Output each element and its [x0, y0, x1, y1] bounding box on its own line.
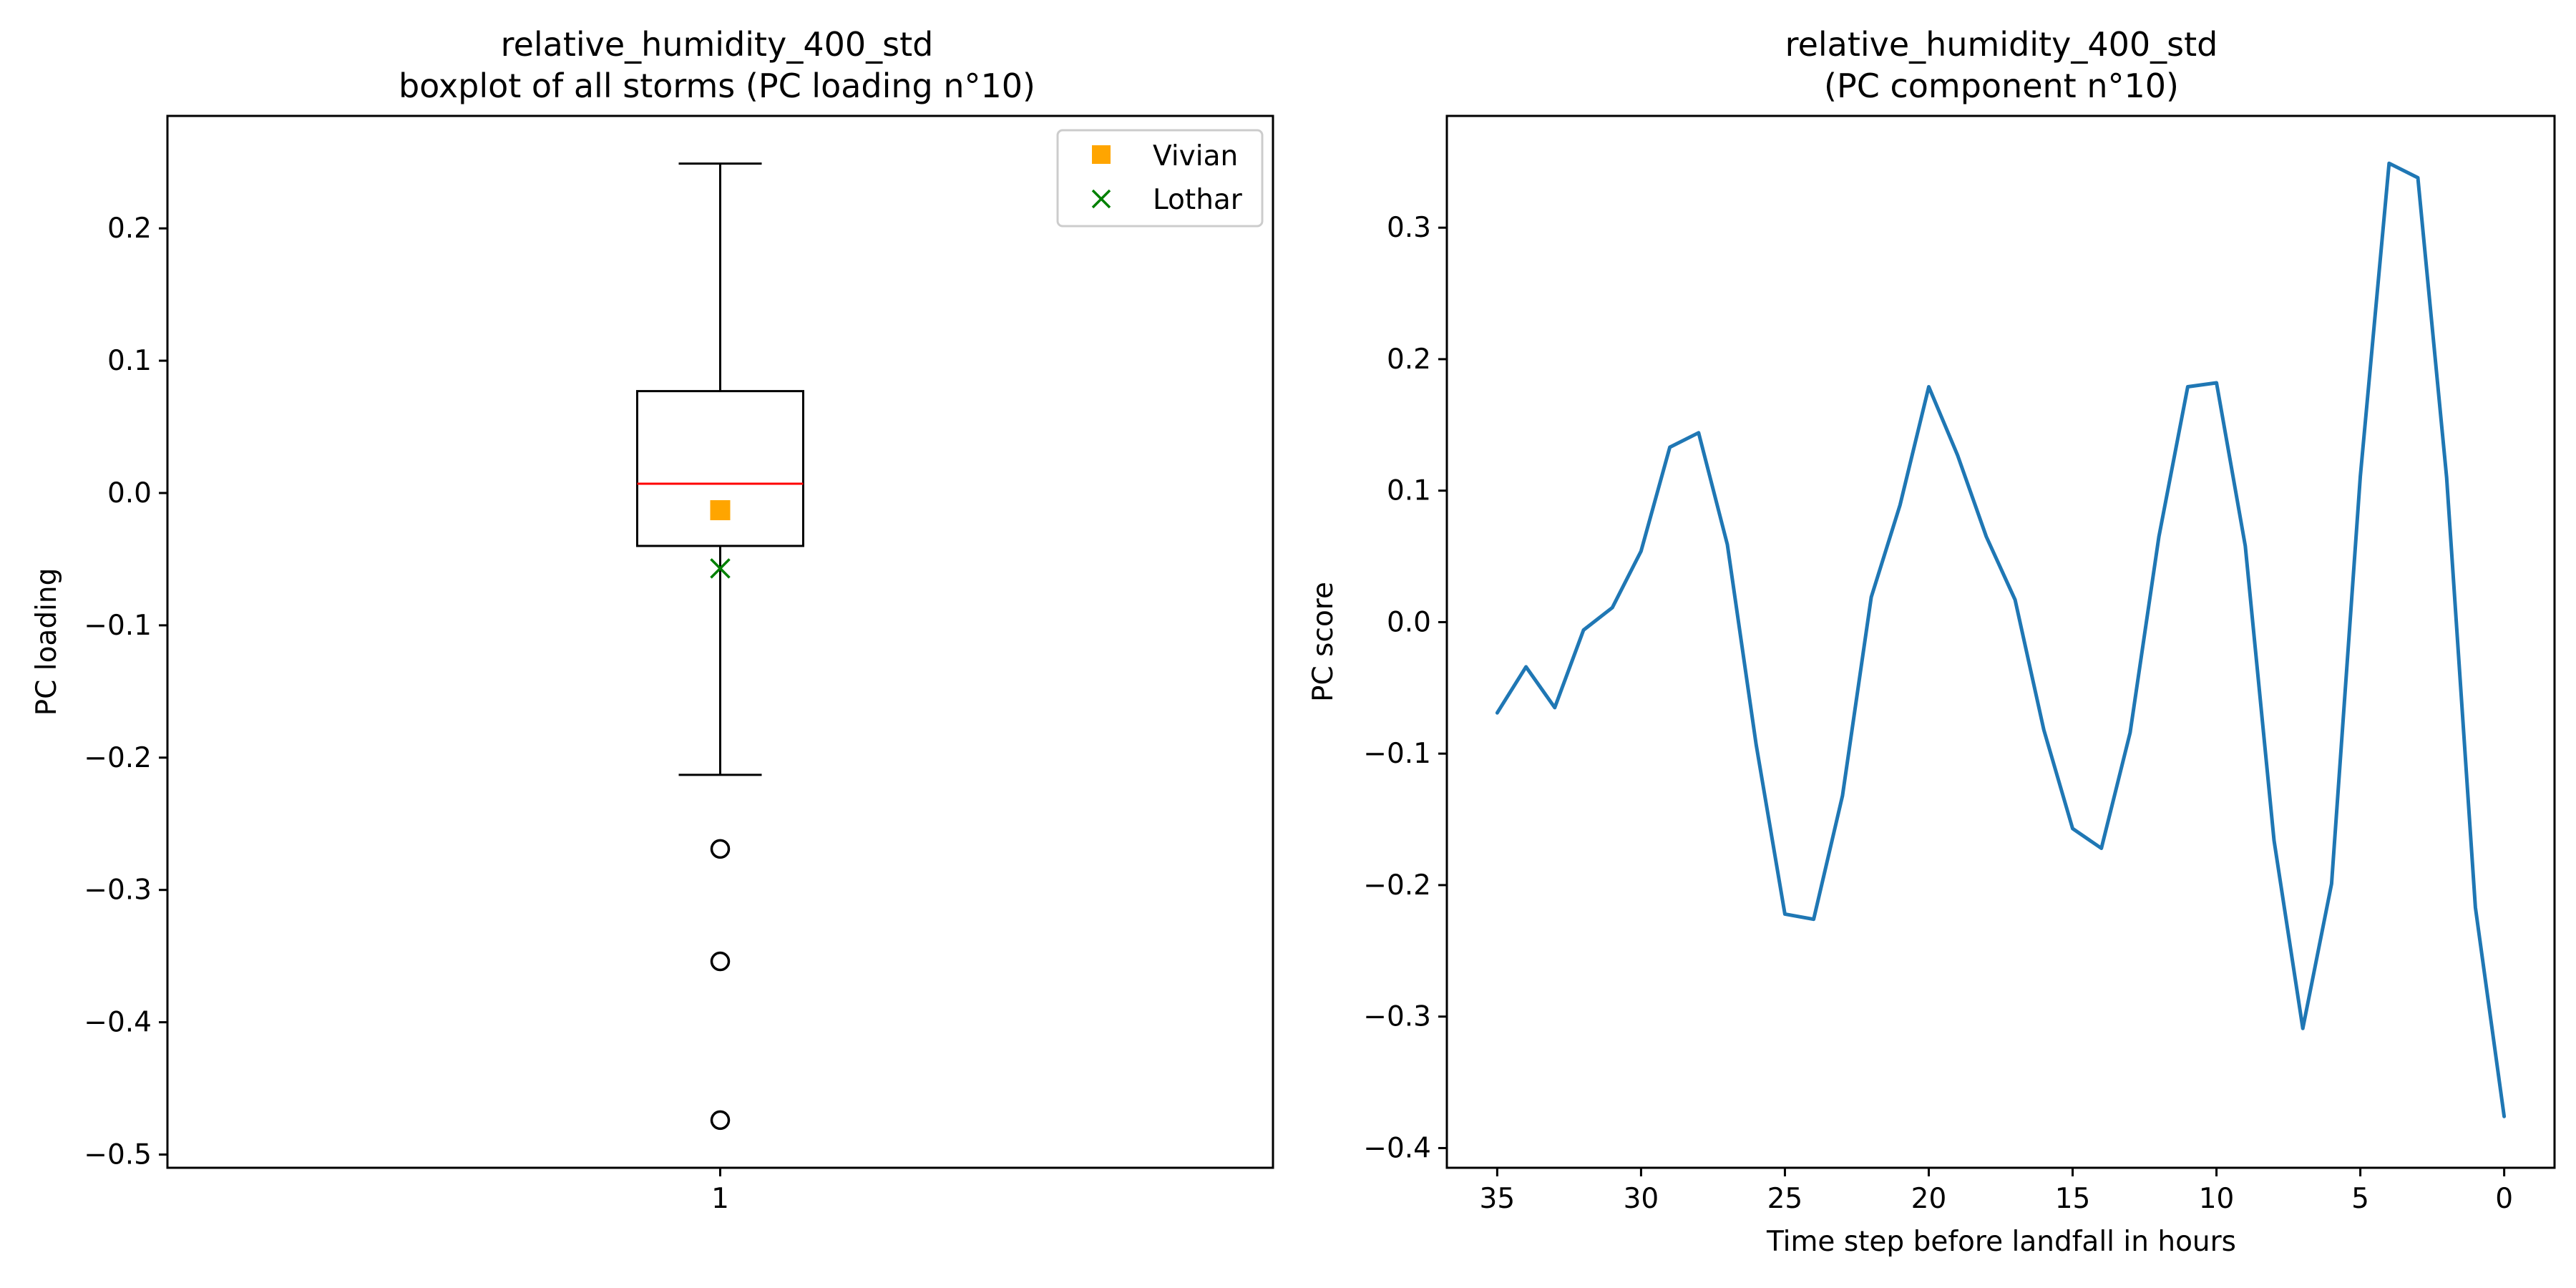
left-y-tick-label: −0.2	[84, 742, 152, 774]
right-y-tick-label: −0.2	[1363, 869, 1431, 902]
legend-lothar-label: Lothar	[1153, 184, 1243, 216]
lothar-marker	[710, 558, 731, 579]
left-y-tick-label: −0.3	[84, 874, 152, 907]
pc-score-series-line	[1495, 161, 2507, 1118]
legend-lothar-x-icon	[1091, 189, 1111, 209]
right-x-tick-label: 15	[2055, 1183, 2091, 1215]
right-y-tick-label: 0.1	[1387, 475, 1431, 507]
legend: Vivian Lothar	[1056, 129, 1264, 228]
left-y-tick-label: 0.0	[107, 477, 152, 509]
right-y-tick-label: −0.1	[1363, 738, 1431, 770]
storm-markers	[710, 500, 731, 579]
right-x-tick-label: 35	[1480, 1183, 1516, 1215]
left-x-ticks: 1	[711, 1168, 729, 1215]
left-chart-title-line1: relative_humidity_400_std	[501, 25, 934, 64]
right-x-tick-label: 30	[1624, 1183, 1659, 1215]
right-y-tick-label: 0.0	[1387, 606, 1431, 638]
right-chart-title-line1: relative_humidity_400_std	[1785, 25, 2218, 64]
left-y-ticks: 0.2 0.1 0.0 −0.1 −0.2 −0.3 −0.4 −0.5	[84, 213, 167, 1171]
left-y-tick-label: 0.2	[107, 213, 152, 245]
iqr-box	[636, 390, 804, 547]
right-y-tick-label: 0.3	[1387, 212, 1431, 244]
outlier-point	[710, 1110, 731, 1131]
right-x-tick-label: 20	[1911, 1183, 1947, 1215]
right-x-tick-label: 5	[2351, 1183, 2369, 1215]
right-plot-frame	[1445, 114, 2556, 1169]
right-y-tick-label: −0.3	[1363, 1001, 1431, 1033]
right-x-tick-label: 10	[2199, 1183, 2235, 1215]
right-x-tick-label: 0	[2495, 1183, 2513, 1215]
right-x-axis-label: Time step before landfall in hours	[1766, 1226, 2236, 1258]
left-y-tick-label: −0.5	[84, 1139, 152, 1171]
left-chart-title-line2: boxplot of all storms (PC loading n°10)	[399, 67, 1035, 105]
left-y-tick-label: −0.4	[84, 1007, 152, 1039]
legend-vivian-label: Vivian	[1153, 140, 1238, 172]
line-panel: 0.3 0.2 0.1 0.0 −0.1 −0.2 −0.3 −0.4 35 30 25 20 15 1…	[1307, 114, 2556, 1258]
right-y-axis-label: PC score	[1307, 582, 1340, 702]
right-y-ticks: 0.3 0.2 0.1 0.0 −0.1 −0.2 −0.3 −0.4	[1363, 212, 1447, 1164]
right-x-ticks: 35 30 25 20 15 10 5 0	[1480, 1168, 2513, 1215]
boxplot-panel: 0.2 0.1 0.0 −0.1 −0.2 −0.3 −0.4 −0.5 1 PC loadi…	[31, 114, 1274, 1215]
left-y-tick-label: −0.1	[84, 610, 152, 642]
left-x-tick-label: 1	[711, 1183, 729, 1215]
boxplot	[636, 162, 804, 1131]
right-x-tick-label: 25	[1767, 1183, 1803, 1215]
left-y-tick-label: 0.1	[107, 345, 152, 377]
right-y-tick-label: 0.2	[1387, 343, 1431, 376]
legend-vivian-square-icon	[1092, 145, 1111, 164]
outlier-point	[710, 839, 731, 859]
left-y-axis-label: PC loading	[31, 568, 63, 716]
outlier-point	[710, 951, 731, 972]
right-chart-title-line2: (PC component n°10)	[1824, 67, 2179, 105]
right-y-tick-label: −0.4	[1363, 1132, 1431, 1164]
vivian-marker	[710, 500, 731, 521]
